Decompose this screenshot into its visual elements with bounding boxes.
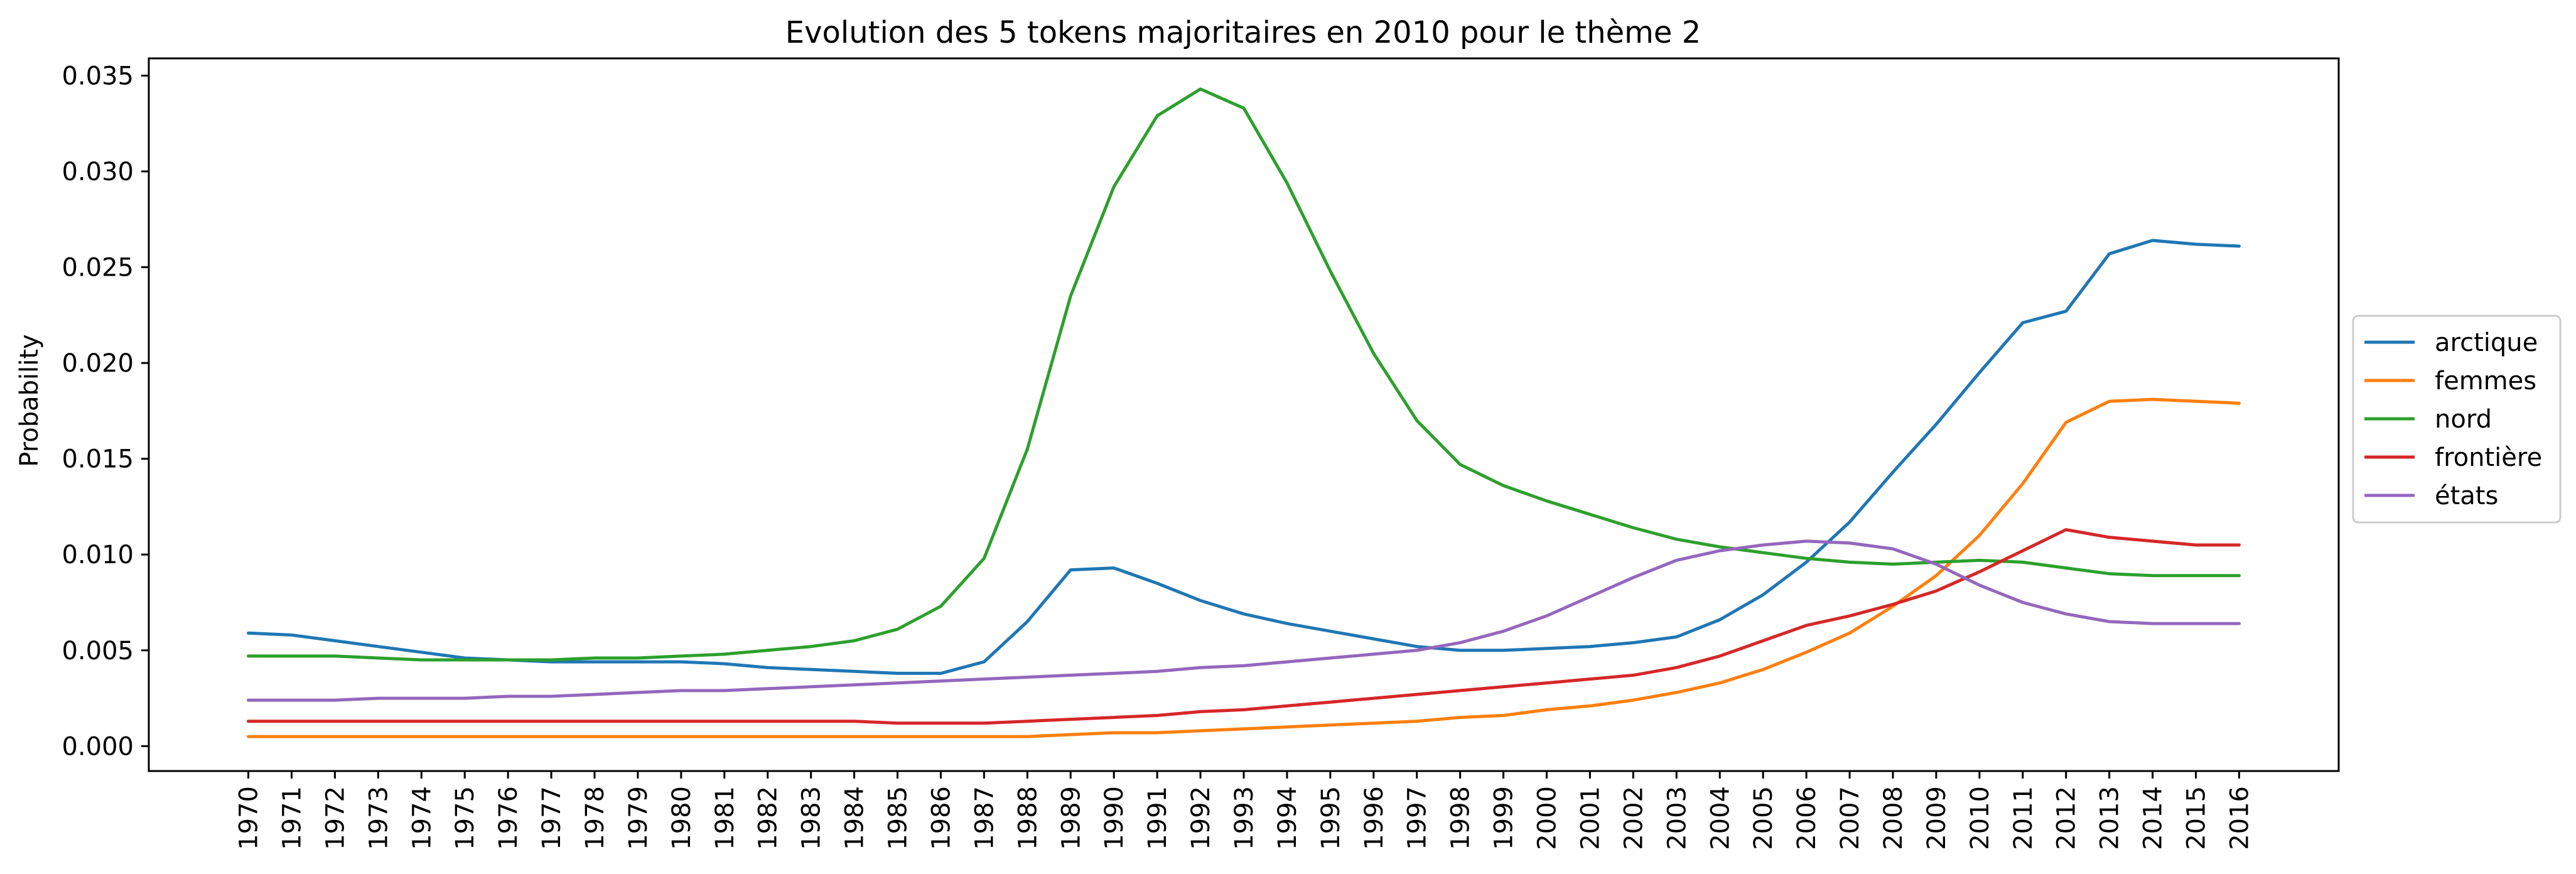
x-tick-label: 1985 — [884, 786, 913, 850]
x-tick-label: 1992 — [1187, 786, 1215, 850]
chart-title: Evolution des 5 tokens majoritaires en 2… — [785, 15, 1701, 50]
legend: arctique femmes nord frontière états — [2352, 315, 2562, 524]
x-tick-label: 2003 — [1663, 786, 1691, 850]
legend-box — [2352, 315, 2562, 524]
x-tick-label: 2007 — [1836, 786, 1865, 850]
legend-label: états — [2435, 482, 2498, 510]
y-tick-label: 0.030 — [62, 158, 134, 186]
plot-frame — [148, 57, 2340, 772]
x-tick-label: 1972 — [321, 786, 350, 850]
legend-label: femmes — [2435, 367, 2536, 396]
x-tick-label: 1977 — [537, 786, 566, 850]
series-line-femmes — [247, 397, 2241, 738]
x-tick-label: 2002 — [1619, 786, 1648, 850]
series-line-états — [247, 539, 2241, 702]
series-line-frontière — [247, 528, 2241, 725]
x-tick-label: 1999 — [1490, 786, 1519, 850]
legend-label: nord — [2435, 405, 2492, 434]
series-line-arctique — [247, 239, 2241, 675]
y-tick-label: 0.000 — [62, 732, 134, 761]
x-tick-label: 1991 — [1143, 786, 1172, 850]
y-axis: 0.000 0.005 0.010 0.015 0.020 0.025 0.030 0.035 — [62, 62, 149, 761]
plot-series — [247, 87, 2241, 738]
y-tick-label: 0.005 — [62, 637, 134, 666]
x-tick-label: 1986 — [927, 786, 956, 850]
x-tick-label: 1989 — [1057, 786, 1086, 850]
x-tick-label: 2004 — [1706, 786, 1735, 850]
x-tick-label: 1983 — [797, 786, 826, 850]
x-tick-label: 2000 — [1533, 786, 1562, 850]
series-line-nord — [247, 87, 2241, 662]
x-tick-label: 1995 — [1317, 786, 1345, 850]
x-tick-label: 1996 — [1360, 786, 1389, 850]
x-tick-label: 1973 — [364, 786, 393, 850]
x-tick-label: 2011 — [2009, 786, 2038, 850]
x-tick-label: 2008 — [1879, 786, 1908, 850]
x-tick-label: 2001 — [1576, 786, 1605, 850]
x-tick-label: 1988 — [1013, 786, 1042, 850]
legend-label: arctique — [2435, 328, 2538, 357]
x-tick-label: 1971 — [278, 786, 306, 850]
x-tick-label: 1980 — [667, 786, 696, 850]
y-tick-label: 0.035 — [62, 62, 134, 90]
legend-label: frontière — [2435, 443, 2542, 472]
x-tick-label: 2015 — [2182, 786, 2211, 850]
y-tick-label: 0.025 — [62, 254, 134, 283]
x-tick-label: 2013 — [2096, 786, 2125, 850]
x-tick-label: 1970 — [235, 786, 264, 850]
x-tick-label: 1997 — [1403, 786, 1432, 850]
x-tick-label: 1981 — [711, 786, 740, 850]
y-axis-label: Probability — [15, 334, 44, 467]
x-tick-label: 1975 — [451, 786, 480, 850]
x-tick-label: 1998 — [1447, 786, 1475, 850]
x-tick-label: 1978 — [581, 786, 610, 850]
x-tick-label: 1976 — [494, 786, 523, 850]
y-tick-label: 0.020 — [62, 349, 134, 378]
x-tick-label: 1994 — [1273, 786, 1302, 850]
x-axis: 1970 1971 1972 1973 1974 1975 1976 1977 1978 1979… — [235, 771, 2254, 850]
x-tick-label: 2016 — [2225, 786, 2254, 850]
x-tick-label: 1993 — [1230, 786, 1259, 850]
x-tick-label: 2006 — [1792, 786, 1821, 850]
y-tick-label: 0.010 — [62, 541, 134, 569]
x-tick-label: 1982 — [754, 786, 783, 850]
x-tick-label: 1979 — [624, 786, 653, 850]
x-tick-label: 2009 — [1922, 786, 1951, 850]
x-tick-label: 1974 — [407, 786, 436, 850]
x-tick-label: 1990 — [1100, 786, 1129, 850]
x-tick-label: 1987 — [970, 786, 999, 850]
x-tick-label: 1984 — [841, 786, 870, 850]
x-tick-label: 2010 — [1966, 786, 1995, 850]
x-tick-label: 2005 — [1749, 786, 1778, 850]
x-tick-label: 2012 — [2052, 786, 2081, 850]
y-tick-label: 0.015 — [62, 445, 134, 474]
x-tick-label: 2014 — [2139, 786, 2168, 850]
